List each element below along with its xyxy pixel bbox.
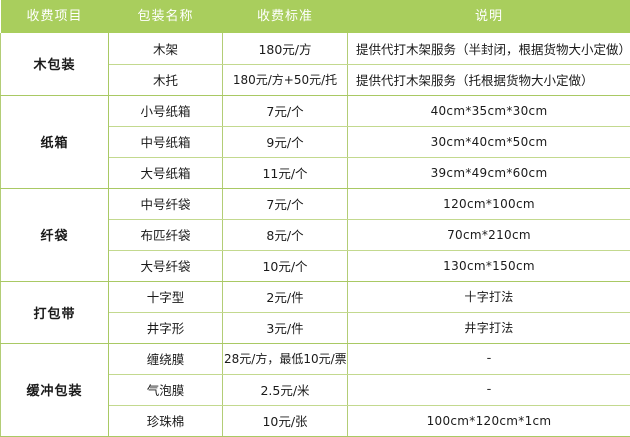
price-cell: 28元/方，最低10元/票 bbox=[223, 343, 348, 374]
description-cell: 提供代打木架服务（托根据货物大小定做） bbox=[348, 64, 630, 95]
price-cell: 180元/方 bbox=[223, 33, 348, 64]
description-cell: 提供代打木架服务（半封闭，根据货物大小定做） bbox=[348, 33, 630, 64]
table-header: 收费项目 包装名称 收费标准 说明 bbox=[1, 0, 630, 33]
description-cell: - bbox=[348, 374, 630, 405]
group-label-cell: 纤袋 bbox=[1, 188, 109, 281]
header-row: 收费项目 包装名称 收费标准 说明 bbox=[1, 0, 630, 33]
description-cell: 130cm*150cm bbox=[348, 250, 630, 281]
package-name-cell: 中号纸箱 bbox=[109, 126, 223, 157]
package-name-cell: 十字型 bbox=[109, 281, 223, 312]
description-cell: 40cm*35cm*30cm bbox=[348, 95, 630, 126]
description-cell: 30cm*40cm*50cm bbox=[348, 126, 630, 157]
package-name-cell: 珍珠棉 bbox=[109, 405, 223, 436]
description-cell: 70cm*210cm bbox=[348, 219, 630, 250]
header-cell-item: 收费项目 bbox=[1, 0, 109, 33]
group-label-cell: 缓冲包装 bbox=[1, 343, 109, 436]
price-cell: 11元/个 bbox=[223, 157, 348, 188]
price-cell: 9元/个 bbox=[223, 126, 348, 157]
description-cell: 井字打法 bbox=[348, 312, 630, 343]
description-cell: 120cm*100cm bbox=[348, 188, 630, 219]
header-cell-package-name: 包装名称 bbox=[109, 0, 223, 33]
package-name-cell: 木托 bbox=[109, 64, 223, 95]
package-name-cell: 小号纸箱 bbox=[109, 95, 223, 126]
group-label-cell: 纸箱 bbox=[1, 95, 109, 188]
description-cell: 39cm*49cm*60cm bbox=[348, 157, 630, 188]
description-cell: 十字打法 bbox=[348, 281, 630, 312]
price-cell: 3元/件 bbox=[223, 312, 348, 343]
price-cell: 2.5元/米 bbox=[223, 374, 348, 405]
price-cell: 10元/张 bbox=[223, 405, 348, 436]
price-cell: 2元/件 bbox=[223, 281, 348, 312]
package-name-cell: 大号纤袋 bbox=[109, 250, 223, 281]
package-name-cell: 布匹纤袋 bbox=[109, 219, 223, 250]
header-cell-description: 说明 bbox=[348, 0, 630, 33]
price-cell: 8元/个 bbox=[223, 219, 348, 250]
package-name-cell: 井字形 bbox=[109, 312, 223, 343]
package-name-cell: 木架 bbox=[109, 33, 223, 64]
package-name-cell: 气泡膜 bbox=[109, 374, 223, 405]
description-cell: 100cm*120cm*1cm bbox=[348, 405, 630, 436]
description-cell: - bbox=[348, 343, 630, 374]
price-cell: 180元/方+50元/托 bbox=[223, 64, 348, 95]
header-cell-price-standard: 收费标准 bbox=[223, 0, 348, 33]
group-label-cell: 木包装 bbox=[1, 33, 109, 95]
price-cell: 7元/个 bbox=[223, 95, 348, 126]
price-cell: 7元/个 bbox=[223, 188, 348, 219]
package-name-cell: 缠绕膜 bbox=[109, 343, 223, 374]
package-name-cell: 中号纤袋 bbox=[109, 188, 223, 219]
price-cell: 10元/个 bbox=[223, 250, 348, 281]
group-label-cell: 打包带 bbox=[1, 281, 109, 343]
package-name-cell: 大号纸箱 bbox=[109, 157, 223, 188]
